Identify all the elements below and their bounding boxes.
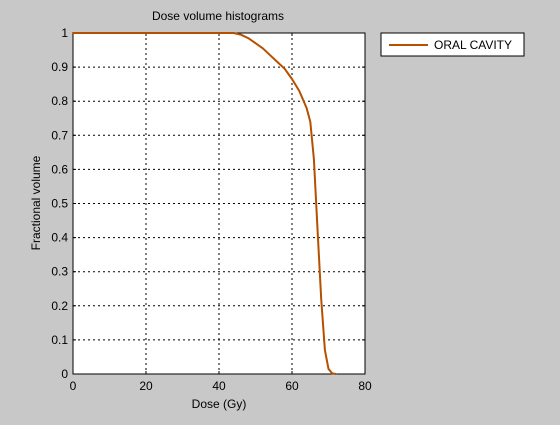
y-tick-label: 1 bbox=[61, 26, 68, 40]
y-tick-label: 0.9 bbox=[51, 60, 68, 74]
y-tick-label: 0.6 bbox=[51, 162, 68, 176]
y-tick-label: 0.3 bbox=[51, 265, 68, 279]
legend-series-label: ORAL CAVITY bbox=[434, 38, 512, 52]
x-tick-label: 40 bbox=[212, 379, 226, 393]
x-tick-label: 60 bbox=[285, 379, 299, 393]
y-axis-label: Fractional volume bbox=[29, 155, 43, 250]
y-tick-label: 0.4 bbox=[51, 231, 68, 245]
y-tick-label: 0.8 bbox=[51, 94, 68, 108]
y-tick-label: 0.7 bbox=[51, 128, 68, 142]
chart-title: Dose volume histograms bbox=[152, 9, 284, 23]
x-tick-label: 80 bbox=[358, 379, 372, 393]
y-tick-label: 0 bbox=[61, 367, 68, 381]
y-tick-label: 0.1 bbox=[51, 333, 68, 347]
legend: ORAL CAVITY bbox=[381, 33, 524, 56]
y-tick-label: 0.5 bbox=[51, 197, 68, 211]
x-tick-label: 0 bbox=[70, 379, 77, 393]
x-axis-label: Dose (Gy) bbox=[192, 397, 247, 411]
y-tick-label: 0.2 bbox=[51, 299, 68, 313]
x-tick-label: 20 bbox=[139, 379, 153, 393]
